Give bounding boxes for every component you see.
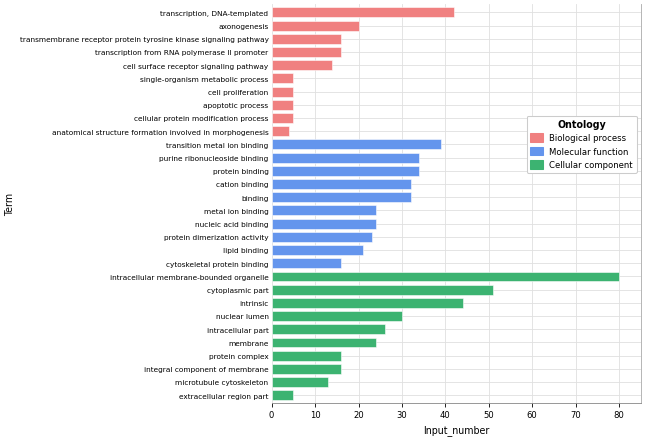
Bar (272, 140, 441, 150)
Bar (272, 272, 619, 282)
Bar (272, 312, 402, 321)
X-axis label: Input_number: Input_number (423, 424, 490, 435)
Bar (272, 232, 371, 242)
Bar (272, 35, 341, 44)
Bar (272, 377, 328, 387)
Bar (272, 390, 293, 400)
Bar (272, 219, 376, 229)
Bar (272, 259, 341, 268)
Bar (272, 22, 359, 31)
Bar (272, 127, 289, 137)
Legend: Biological process, Molecular function, Cellular component: Biological process, Molecular function, … (526, 116, 636, 173)
Bar (272, 364, 341, 374)
Bar (272, 246, 363, 255)
Bar (272, 8, 454, 18)
Bar (272, 351, 341, 361)
Bar (272, 338, 376, 348)
Bar (272, 325, 384, 334)
Bar (272, 74, 293, 84)
Bar (272, 206, 376, 216)
Bar (272, 298, 463, 308)
Bar (272, 114, 293, 124)
Bar (272, 100, 293, 110)
Bar (272, 285, 493, 295)
Y-axis label: Term: Term (5, 193, 16, 216)
Bar (272, 48, 341, 58)
Bar (272, 153, 419, 163)
Bar (272, 87, 293, 97)
Bar (272, 61, 333, 71)
Bar (272, 166, 419, 176)
Bar (272, 180, 411, 190)
Bar (272, 193, 411, 203)
